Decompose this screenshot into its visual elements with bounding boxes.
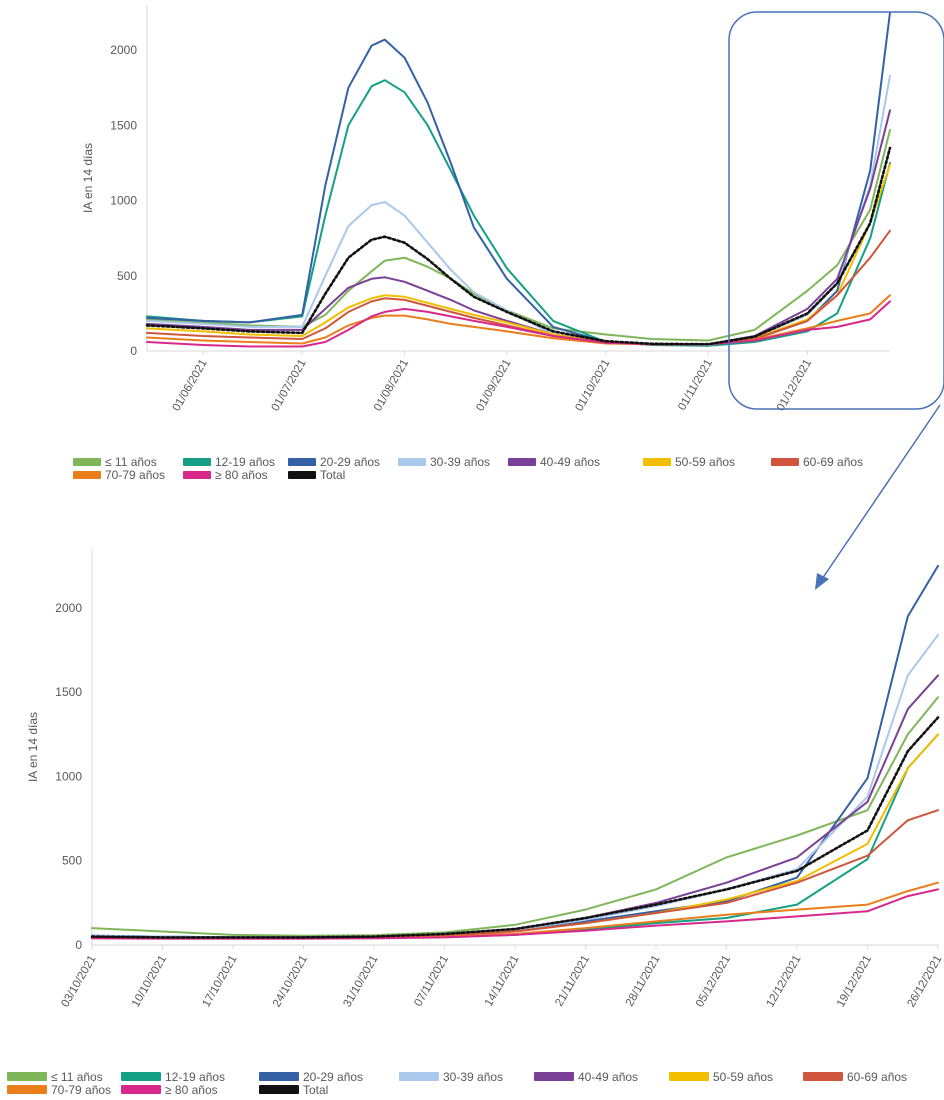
legend-label: 12-19 años: [165, 1070, 225, 1084]
x-tick-label: 21/11/2021: [553, 954, 592, 1009]
legend-label: 30-39 años: [443, 1070, 503, 1084]
legend-label: ≥ 80 años: [215, 468, 268, 482]
legend-label: 40-49 años: [540, 455, 600, 469]
y-tick-label: 2000: [55, 601, 82, 615]
legend-swatch: [534, 1072, 574, 1081]
legend-swatch: [73, 458, 101, 466]
legend-label: ≤ 11 años: [51, 1070, 103, 1084]
legend-label: Total: [303, 1083, 328, 1097]
series-line-0: [91, 696, 939, 937]
x-tick-label: 01/12/2021: [775, 358, 814, 414]
legend-swatch: [399, 1072, 439, 1081]
legend-swatch: [259, 1072, 299, 1081]
legend-label: ≤ 11 años: [105, 455, 157, 469]
x-tick-label: 19/12/2021: [835, 954, 874, 1010]
legend-swatch: [669, 1072, 709, 1081]
legend-label: Total: [320, 468, 345, 482]
legend-swatch: [183, 458, 211, 466]
legend-swatch: [121, 1072, 161, 1081]
x-tick-label: 03/10/2021: [59, 954, 98, 1010]
legend-label: 70-79 años: [51, 1083, 111, 1097]
legend-label: 20-29 años: [303, 1070, 363, 1084]
y-tick-label: 0: [75, 938, 82, 952]
y-tick-label: 2000: [110, 43, 137, 57]
x-tick-label: 01/11/2021: [676, 358, 715, 413]
x-tick-label: 05/12/2021: [694, 954, 733, 1010]
x-tick-label: 01/10/2021: [573, 358, 612, 414]
legend-swatch: [508, 458, 536, 466]
legend-swatch: [643, 458, 671, 466]
y-tick-label: 0: [130, 344, 137, 358]
zoom-highlight-box: [728, 11, 944, 410]
x-tick-label: 31/10/2021: [341, 954, 380, 1010]
series-line-7: [146, 294, 891, 346]
chart-bottom: 0 500 1000 1500 2000 IA en 14 días 03/10/2021 1…: [7, 549, 944, 1097]
legend-label: 20-29 años: [320, 455, 380, 469]
y-tick-label: 1000: [110, 194, 137, 208]
legend-label: 60-69 años: [803, 455, 863, 469]
legend-swatch: [803, 1072, 843, 1081]
legend-label: ≥ 80 años: [165, 1083, 218, 1097]
legend: ≤ 11 años 12-19 años 20-29 años 30-39 años 4…: [7, 1070, 907, 1097]
x-tick-label: 01/08/2021: [372, 358, 411, 414]
y-tick-label: 1000: [55, 769, 82, 783]
x-tick-label: 01/07/2021: [270, 358, 309, 414]
series-line-3: [146, 74, 891, 346]
y-tick-label: 1500: [110, 118, 137, 132]
x-tick-label: 14/11/2021: [483, 954, 522, 1009]
y-tick-label: 500: [62, 854, 82, 868]
legend-label: 30-39 años: [430, 455, 490, 469]
series-line-5: [146, 163, 891, 346]
series-line-1: [146, 79, 891, 347]
legend-swatch: [288, 471, 316, 479]
y-tick-label: 1500: [55, 685, 82, 699]
legend-label: 40-49 años: [578, 1070, 638, 1084]
series-line-3: [91, 633, 939, 939]
legend-swatch: [771, 458, 799, 466]
legend-swatch: [398, 458, 426, 466]
legend-label: 50-59 años: [713, 1070, 773, 1084]
series-line-1: [91, 733, 939, 939]
series-line-2: [91, 564, 939, 939]
legend-swatch: [7, 1072, 47, 1081]
series-line-4: [146, 109, 891, 346]
legend-swatch: [288, 458, 316, 466]
y-axis-label: IA en 14 días: [81, 143, 95, 213]
x-tick-label: 17/10/2021: [200, 954, 239, 1010]
x-tick-label: 28/11/2021: [624, 954, 663, 1009]
legend-label: 50-59 años: [675, 455, 735, 469]
y-axis-label: IA en 14 días: [26, 712, 40, 782]
legend-swatch: [183, 471, 211, 479]
zoom-arrow-line: [819, 404, 941, 583]
y-tick-label: 500: [117, 269, 137, 283]
legend-swatch: [73, 471, 101, 479]
x-tick-label: 26/12/2021: [905, 954, 944, 1010]
legend: ≤ 11 años 12-19 años 20-29 años 30-39 años 4…: [73, 455, 863, 482]
legend-label: 12-19 años: [215, 455, 275, 469]
series-line-9: [90, 716, 940, 939]
series-line-2: [146, 11, 891, 346]
legend-swatch: [259, 1085, 299, 1094]
legend-label: 60-69 años: [847, 1070, 907, 1084]
x-tick-label: 24/10/2021: [271, 954, 310, 1010]
legend-swatch: [121, 1085, 161, 1094]
x-tick-label: 01/09/2021: [474, 358, 513, 414]
legend-label: 70-79 años: [105, 468, 165, 482]
series-line-5: [91, 733, 939, 939]
series-line-9: [145, 146, 892, 346]
chart-top: 0 500 1000 1500 2000 IA en 14 días 01/06/2021 0…: [73, 5, 892, 482]
x-tick-label: 01/06/2021: [171, 358, 210, 414]
x-tick-label: 07/11/2021: [412, 954, 451, 1009]
series-line-6: [146, 229, 891, 346]
series-line-4: [91, 674, 939, 939]
legend-swatch: [7, 1085, 47, 1094]
series-line-8: [146, 300, 891, 348]
x-tick-label: 12/12/2021: [764, 954, 803, 1010]
zoom-arrow-head: [815, 573, 829, 590]
x-tick-label: 10/10/2021: [130, 954, 169, 1010]
series-line-0: [146, 128, 891, 342]
